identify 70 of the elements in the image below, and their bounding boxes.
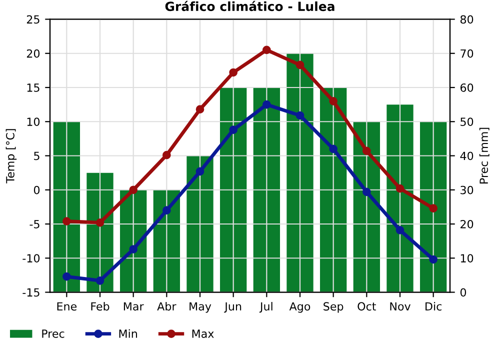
point — [429, 204, 438, 212]
y-tick-label: 15 — [27, 84, 40, 92]
point — [329, 144, 338, 154]
x-tick-label: Ene — [57, 302, 77, 311]
point — [329, 96, 338, 106]
y-tick-label: -5 — [30, 220, 40, 228]
point — [296, 111, 304, 120]
chart-title: Gráfico climático - Lulea — [165, 0, 334, 12]
point — [162, 150, 171, 160]
point — [62, 272, 71, 281]
bar — [153, 190, 180, 292]
y2-tick-label: 80 — [460, 15, 474, 24]
bar — [320, 88, 347, 292]
y2-tick-label: 50 — [460, 118, 474, 126]
point — [229, 68, 238, 77]
x-tick-label: May — [190, 302, 212, 313]
bar — [220, 88, 247, 292]
bar — [53, 122, 80, 292]
point — [62, 217, 71, 226]
point — [362, 146, 371, 156]
y2-tick-label: 60 — [460, 83, 474, 92]
legend-label: Min — [119, 329, 137, 338]
x-tick-label: Dic — [426, 302, 442, 311]
y-tick-label: 20 — [26, 49, 40, 58]
y-tick-label: -15 — [22, 288, 40, 297]
point — [96, 218, 104, 227]
point — [196, 105, 204, 114]
y-tick-label: -10 — [22, 254, 40, 263]
y2-axis-title: Prec [mm] — [479, 128, 490, 184]
x-tick-label: Feb — [91, 302, 110, 311]
y-tick-label: 10 — [27, 118, 40, 126]
point — [296, 60, 304, 70]
bar — [386, 104, 414, 292]
point — [396, 226, 404, 234]
point — [262, 100, 271, 109]
x-tick-label: Mar — [124, 302, 144, 311]
y2-tick-label: 30 — [460, 186, 474, 194]
legend-label: Prec — [42, 330, 64, 338]
x-tick-label: Jun — [224, 302, 242, 313]
bar — [86, 172, 114, 292]
y-tick-label: 0 — [34, 186, 40, 194]
bar — [420, 122, 447, 292]
y2-tick-label: 0 — [460, 288, 466, 297]
point — [396, 184, 404, 193]
y-tick-label: 5 — [34, 152, 40, 160]
x-tick-label: Abr — [157, 302, 176, 311]
point — [96, 276, 104, 285]
x-tick-label: Ago — [289, 302, 310, 313]
point — [129, 245, 138, 254]
y2-tick-label: 20 — [460, 220, 474, 228]
bar — [253, 88, 280, 292]
point — [362, 188, 371, 196]
x-tick-label: Jul — [259, 302, 272, 313]
y2-tick-label: 40 — [460, 152, 474, 160]
point — [429, 255, 438, 264]
bar — [186, 156, 214, 292]
point — [129, 186, 138, 194]
bar — [286, 53, 314, 292]
y2-tick-label: 70 — [460, 49, 474, 58]
point — [262, 46, 271, 54]
legend-label: Max — [192, 330, 214, 338]
x-tick-label: Oct — [358, 302, 376, 311]
point — [229, 126, 238, 134]
point — [196, 167, 204, 176]
y-tick-label: 25 — [26, 15, 40, 24]
y-axis-title: Temp [°C] — [6, 129, 17, 184]
point — [162, 206, 171, 215]
y2-tick-label: 10 — [460, 254, 474, 263]
x-tick-label: Nov — [390, 302, 411, 311]
x-tick-label: Sep — [324, 302, 344, 313]
